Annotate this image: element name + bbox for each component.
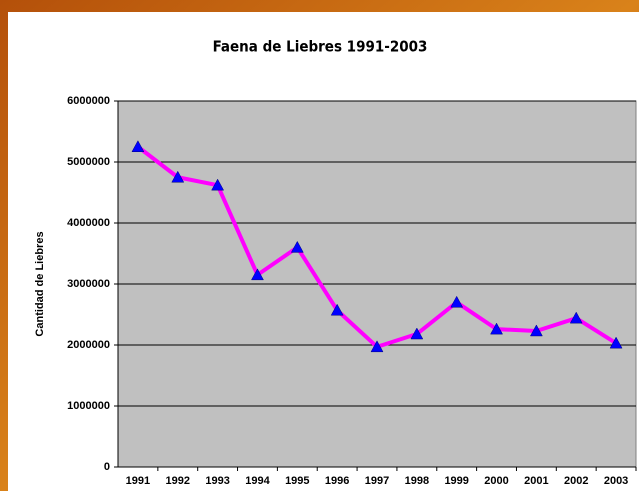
marker xyxy=(251,268,264,281)
x-tick-label: 1998 xyxy=(405,475,429,487)
x-tick-label: 1992 xyxy=(166,475,190,487)
x-tick-label: 1991 xyxy=(126,475,150,487)
marker xyxy=(529,324,543,337)
x-tick-label: 1996 xyxy=(325,475,349,487)
x-tick-label: 1997 xyxy=(365,475,389,487)
x-tick-label: 1993 xyxy=(205,475,229,487)
x-tick-label: 1995 xyxy=(285,475,309,487)
marker xyxy=(410,327,424,340)
marker xyxy=(211,178,225,191)
marker xyxy=(450,295,464,308)
marker xyxy=(330,303,344,316)
y-axis-label: Cantidad de Liebres xyxy=(34,231,46,336)
x-tick-label: 2002 xyxy=(564,475,588,487)
marker xyxy=(171,170,185,183)
marker xyxy=(290,240,304,253)
y-tick-label: 0 xyxy=(104,461,110,473)
x-tick-label: 2003 xyxy=(604,475,628,487)
x-tick-label: 1999 xyxy=(444,475,468,487)
x-tick-label: 2001 xyxy=(524,475,548,487)
y-tick-label: 6000000 xyxy=(67,95,110,107)
marker xyxy=(490,322,503,335)
marker xyxy=(569,311,583,324)
x-tick-label: 2000 xyxy=(484,475,508,487)
y-tick-label: 3000000 xyxy=(67,278,110,290)
y-tick-label: 1000000 xyxy=(67,400,110,412)
x-tick-label: 1994 xyxy=(245,475,270,487)
marker xyxy=(131,140,145,152)
chart-title: Faena de Liebres 1991-2003 xyxy=(213,38,428,56)
y-tick-label: 5000000 xyxy=(67,156,110,168)
y-tick-label: 4000000 xyxy=(67,217,110,229)
marker xyxy=(609,336,623,349)
y-tick-label: 2000000 xyxy=(67,339,110,351)
marker xyxy=(370,340,384,353)
